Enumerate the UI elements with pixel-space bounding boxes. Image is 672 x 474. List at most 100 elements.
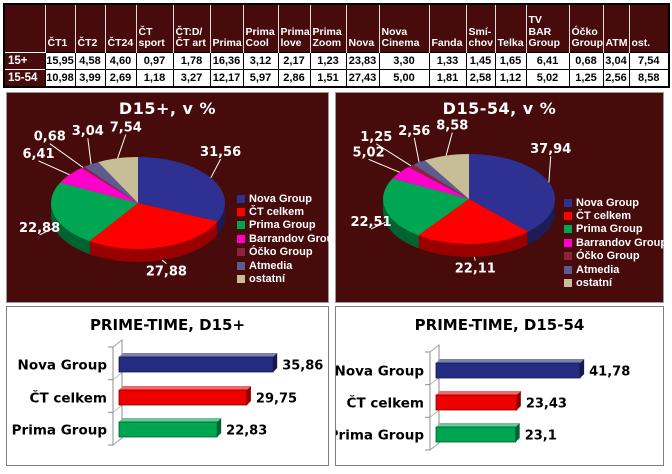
pie-slice-value-label: 22,51: [350, 215, 391, 230]
table-cell: 1,23: [309, 52, 347, 70]
pie-label-leader-line: [548, 156, 552, 183]
wall-divider: [429, 377, 440, 385]
pie-slice-value-label: 6,41: [22, 147, 54, 162]
legend-label: ČT celkem: [249, 206, 305, 219]
table-cell: 5,97: [242, 69, 279, 88]
pie-slice-value-label: 8,58: [436, 119, 468, 134]
bar-end-face: [217, 418, 222, 437]
bar: [118, 389, 248, 406]
legend-item: Nova Group: [237, 192, 340, 205]
legend-item: ČT celkem: [564, 209, 667, 222]
bar-top-face: [119, 386, 251, 390]
table-col-header: Óčko Group: [568, 4, 603, 53]
legend-swatch: [564, 225, 572, 234]
table-col-header: ost.: [628, 4, 669, 53]
bar-value-label: 41,78: [589, 365, 630, 380]
bar-chart-primetime-d15-54: 41,78 Nova Group 23,43 ČT celkem 23,1 Prima G…: [336, 343, 630, 452]
table-cell: 27,43: [345, 69, 380, 88]
table-cell: 15,95: [44, 52, 76, 70]
legend-swatch: [237, 248, 245, 257]
pie-legend-d15plus: Nova Group ČT celkem Prima Group Barrandov …: [237, 192, 340, 286]
pie-chart-d15-54: 37,94 22,11 22,51 5,021,25 2,56 8,58: [350, 119, 571, 277]
bar-category-label: Prima Group: [12, 423, 108, 439]
table-cell: 1,65: [494, 52, 527, 70]
bar-value-label: 29,75: [256, 392, 297, 407]
table-col-header: ČT:D/ ČT art: [172, 4, 210, 53]
pie-label-leader-line: [210, 158, 222, 179]
pie-slice-value-label: 27,88: [146, 265, 187, 280]
table-cell: 1,18: [135, 69, 174, 88]
legend-label: Barrandov Group: [576, 236, 668, 249]
bar-category-label: Nova Group: [18, 358, 108, 374]
bar-value-label: 23,1: [525, 429, 557, 444]
pie-label-leader-line: [445, 132, 453, 156]
legend-label: Atmedia: [249, 259, 293, 272]
pie-slice-value-label: 7,54: [110, 121, 142, 136]
pie-legend-d15-54: Nova Group ČT celkem Prima Group Barrandov …: [564, 196, 667, 290]
pie-label-leader-line: [376, 143, 412, 167]
legend-item: Barrandov Group: [564, 236, 667, 249]
table-cell: 3,04: [602, 52, 630, 70]
pie-slice-value-label: 22,88: [19, 221, 60, 236]
bar-end-face: [580, 359, 585, 378]
bar-end-face: [515, 423, 520, 442]
legend-label: Barrandov Group: [249, 232, 341, 245]
bar-title: PRIME-TIME, D15-54: [414, 316, 585, 334]
table-cell: 1,81: [428, 69, 467, 88]
table-cell: 1,12: [494, 69, 527, 88]
legend-swatch: [237, 208, 245, 217]
table-cell: 4,60: [104, 52, 137, 70]
table-cell: 16,36: [209, 52, 244, 70]
table-cell: 5,02: [525, 69, 570, 88]
table-cell: 23,83: [345, 52, 380, 70]
pie-label-leader-line: [38, 160, 70, 176]
table-col-header: Prima Zoom: [309, 4, 346, 53]
pie-label-leader-line: [39, 227, 55, 236]
legend-item: ČT celkem: [237, 205, 340, 218]
wall-divider: [112, 405, 123, 413]
bar-chart-primetime-d15plus: 35,86 Nova Group 29,75 ČT celkem 22,83 Prima …: [12, 338, 323, 447]
table-cell: 4,58: [74, 52, 106, 70]
pie-slice-value-label: 2,56: [398, 124, 430, 139]
pie-slice-value-label: 0,68: [34, 130, 66, 145]
table-col-header: Fanda: [428, 4, 466, 53]
legend-label: ČT celkem: [576, 210, 632, 223]
audience-share-table: ČT1 ČT2 ČT24 ČT sport ČT:D/ ČT art Prima Prima…: [3, 3, 670, 88]
table-cell: 3,99: [74, 69, 106, 88]
table-cell: 10,98: [44, 69, 76, 88]
table-col-header: ČT2: [74, 4, 105, 53]
bar-end-face: [516, 391, 521, 410]
legend-swatch: [237, 261, 245, 270]
table-col-header: Nova: [345, 4, 379, 53]
wall-divider: [112, 372, 123, 380]
bar-value-label: 35,86: [282, 359, 323, 374]
table-row-label: 15-54: [4, 69, 45, 87]
table-col-header: Prima love: [277, 4, 310, 53]
table-cell: 5,00: [378, 69, 430, 88]
legend-item: ostatní: [564, 276, 667, 289]
legend-label: Prima Group: [249, 219, 316, 232]
table-corner: [4, 4, 45, 53]
wall-divider: [112, 437, 123, 446]
legend-label: Nova Group: [249, 192, 312, 205]
legend-label: Óčko Group: [576, 250, 640, 263]
legend-swatch: [237, 221, 245, 230]
table-cell: 1,51: [309, 69, 347, 88]
table-col-header: Nova Cinema: [378, 4, 429, 53]
pie-label-leader-line: [368, 158, 400, 173]
bar-panel-primetime-d15-54: PRIME-TIME, D15-54 41,78 Nova Group 23,43 Č…: [335, 306, 664, 466]
legend-swatch: [564, 212, 572, 221]
pie-label-leader-line: [161, 259, 167, 264]
table-row: 15-54 10,98 3,99 2,69 1,18 3,27 12,17 5,97 2,86 1…: [4, 69, 670, 88]
table-cell: 2,17: [277, 52, 311, 70]
table-cell: 2,58: [465, 69, 496, 88]
pie-slice-value-label: 1,25: [360, 130, 392, 145]
pie-label-leader-line: [87, 138, 92, 165]
table-cell: 6,41: [525, 52, 570, 70]
bar-top-face: [436, 423, 520, 427]
table-cell: 0,97: [135, 52, 174, 70]
bar-value-label: 23,43: [526, 397, 567, 412]
legend-item: Óčko Group: [564, 250, 667, 263]
table-row-label: 15+: [4, 52, 45, 70]
